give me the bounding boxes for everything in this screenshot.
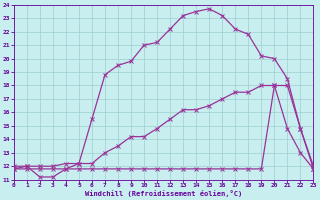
- X-axis label: Windchill (Refroidissement éolien,°C): Windchill (Refroidissement éolien,°C): [85, 190, 242, 197]
